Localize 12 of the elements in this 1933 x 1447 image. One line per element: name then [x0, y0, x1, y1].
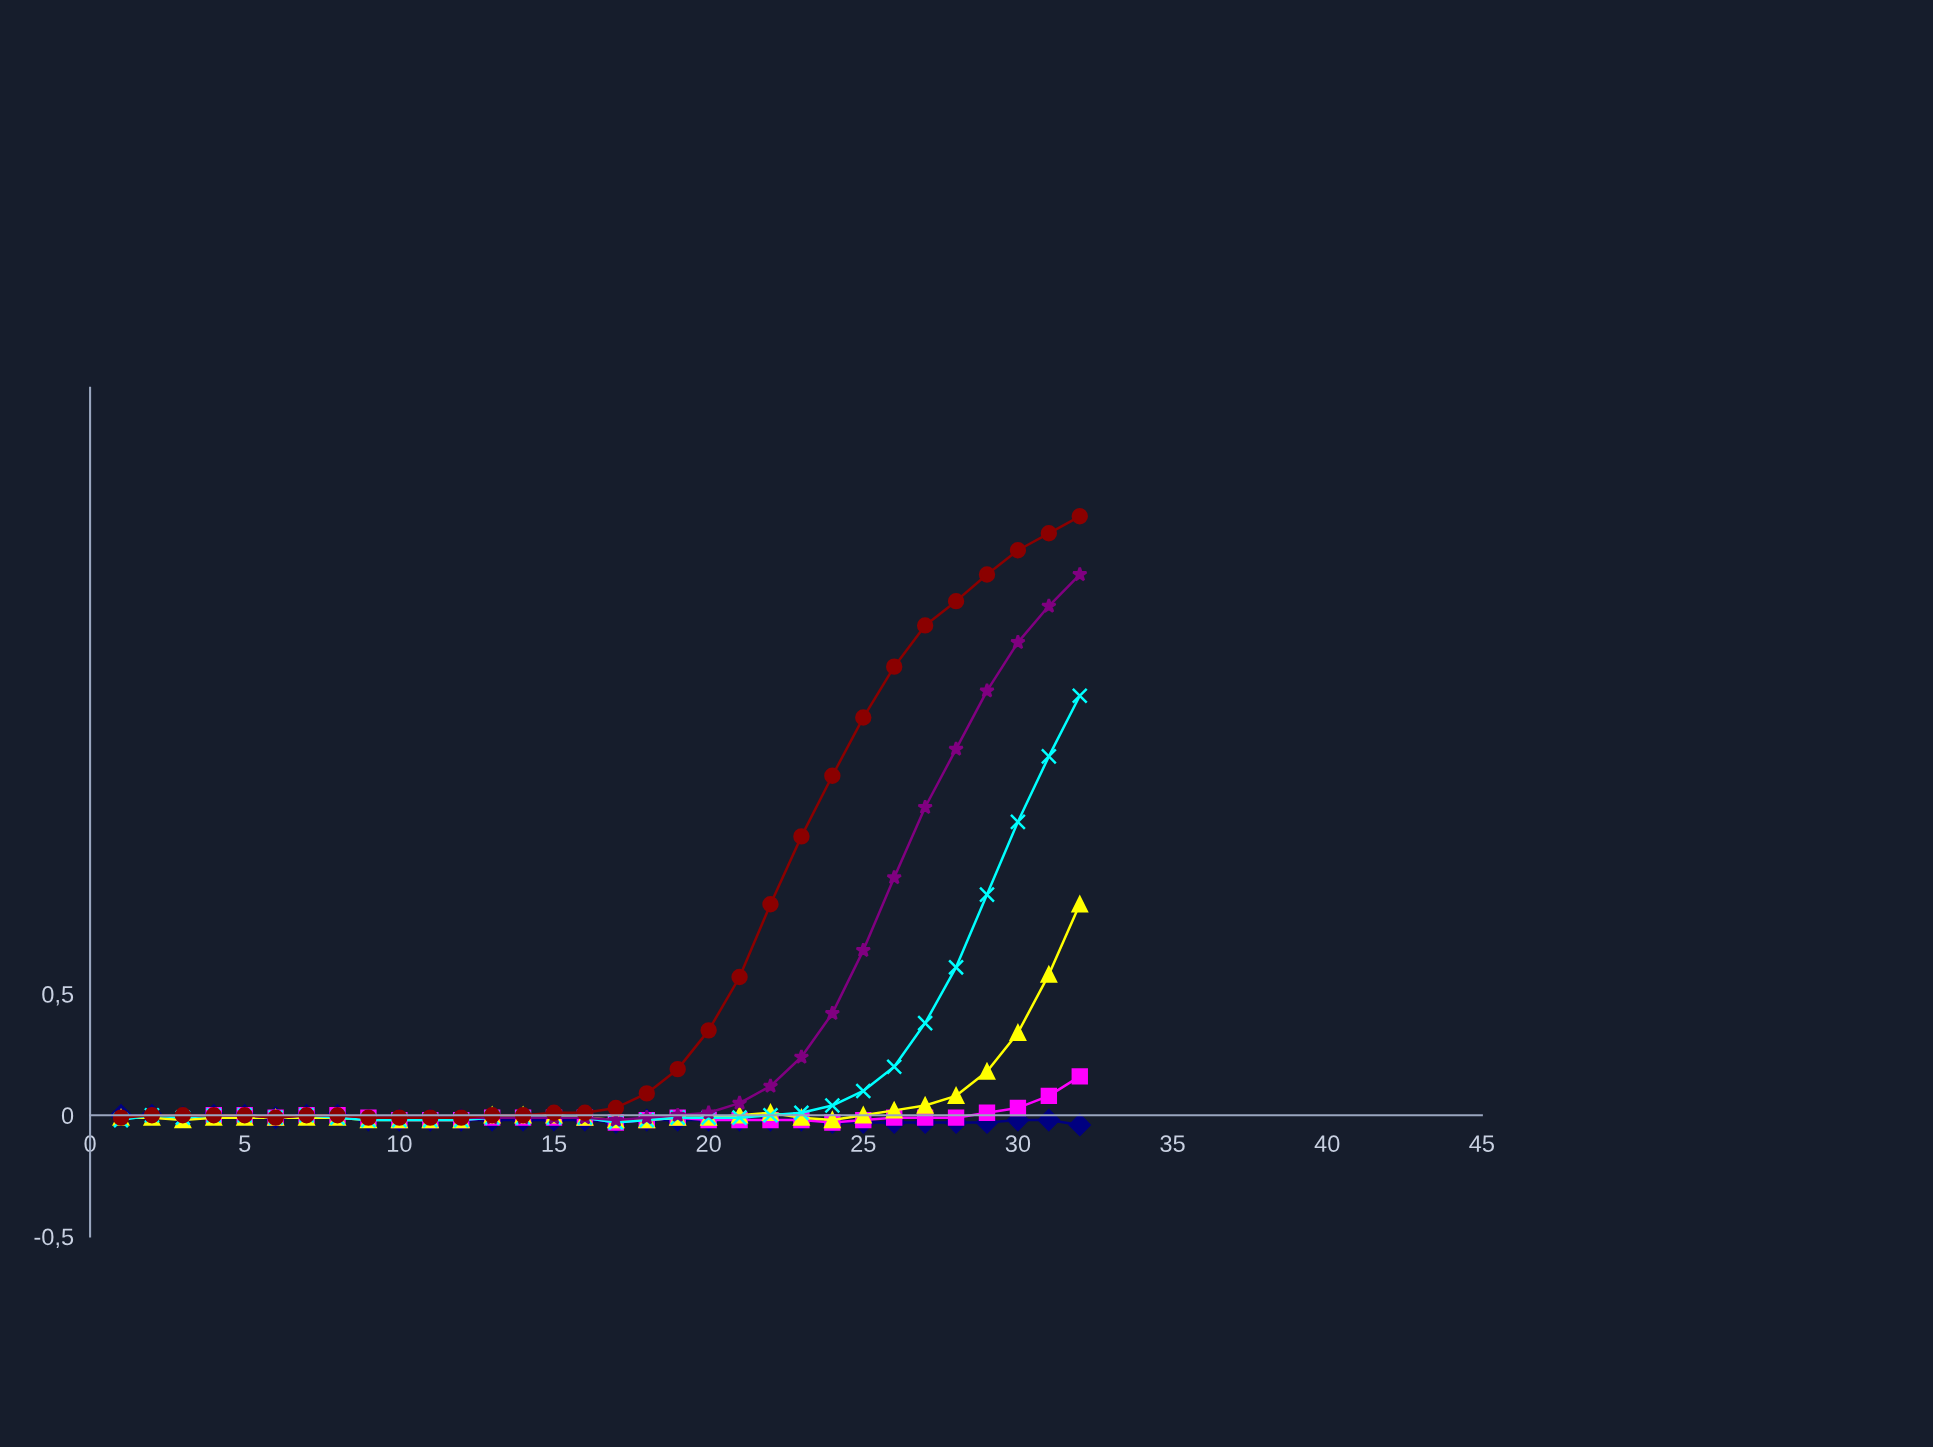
x-tick-label: 20: [696, 1135, 721, 1153]
x-tick-label: 5: [239, 1135, 251, 1153]
x-tick-label: 35: [1160, 1135, 1185, 1153]
x-tick-label: 30: [1005, 1135, 1031, 1153]
x-tick-label: 25: [851, 1135, 876, 1153]
y-tick-label: 0: [61, 1107, 74, 1125]
x-tick-label: 40: [1314, 1135, 1340, 1153]
x-tick-label: 10: [388, 1135, 412, 1153]
x-tick-label: 45: [1469, 1135, 1494, 1153]
y-tick-label: -0,5: [34, 1228, 74, 1249]
x-tick-label: 15: [542, 1135, 567, 1153]
y-tick-label: 0,5: [42, 986, 74, 1006]
